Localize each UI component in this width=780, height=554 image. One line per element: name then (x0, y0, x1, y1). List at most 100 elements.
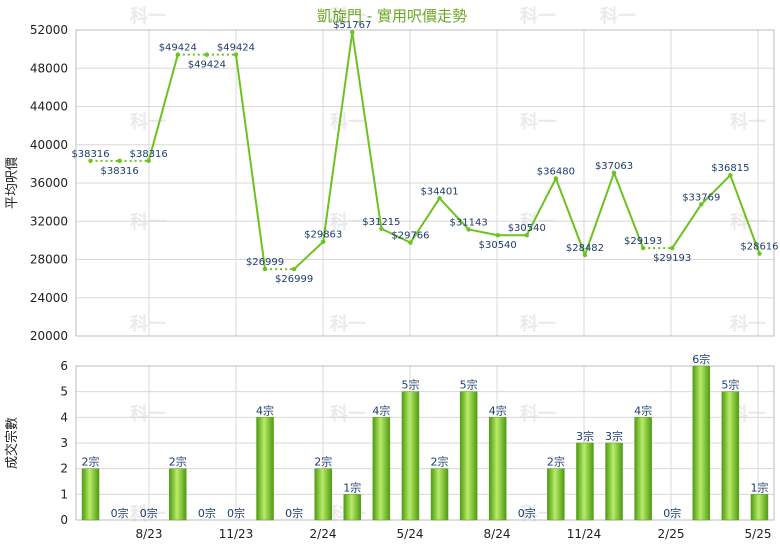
price-point (553, 176, 559, 181)
bar-data-label: 0宗 (518, 506, 536, 520)
transaction-bar (81, 468, 100, 521)
plot-frame (75, 365, 775, 521)
price-line-segment (438, 197, 470, 231)
price-data-label: $29193 (624, 236, 662, 247)
watermark-text: 科一 (330, 313, 366, 335)
bar-data-label: 4宗 (372, 403, 390, 417)
price-point (262, 266, 268, 272)
price-point (437, 196, 442, 201)
watermark-text: 科一 (730, 313, 766, 335)
price-line-segment (380, 227, 411, 244)
transaction-bar-panel: 0 1 2 3 4 5 6 成交宗數 2宗 0宗 0宗 2宗 0宗 0宗 4宗 0宗 2宗 1宗 4宗 5宗 2宗 5宗 4… (4, 352, 775, 541)
price-data-label: $49424 (188, 60, 226, 71)
y-tick-label: 20000 (30, 329, 68, 343)
y-tick-label: 40000 (30, 138, 68, 152)
transaction-bar (169, 468, 187, 521)
x-tick-label: 8/23 (136, 527, 163, 541)
transaction-bar (372, 417, 391, 521)
y-tick-label: 3 (60, 436, 68, 450)
price-point (699, 202, 704, 207)
bar-data-label: 5宗 (460, 378, 478, 392)
price-point (350, 30, 355, 35)
price-data-label: $28616 (740, 242, 778, 253)
y-tick-label: 28000 (30, 253, 68, 267)
bar-data-label: 2宗 (314, 455, 332, 469)
bar-data-label: 0宗 (227, 506, 245, 520)
transaction-bar (314, 468, 332, 521)
y-tick-label: 32000 (30, 214, 68, 228)
y-axis-label: 平均呎價 (5, 157, 20, 209)
price-line-segment (525, 177, 557, 236)
watermark-text: 科一 (600, 5, 636, 27)
transaction-bar (459, 391, 478, 521)
plot-frame (75, 29, 775, 337)
watermark-text: 科一 (330, 5, 366, 27)
price-data-label: $31215 (362, 217, 400, 228)
price-line-segment (729, 174, 761, 254)
price-point (291, 266, 297, 272)
price-data-label: $38316 (130, 149, 168, 160)
watermark-text: 科一 (520, 111, 556, 133)
bar-data-label: 1宗 (343, 480, 361, 494)
transaction-bar (605, 442, 623, 521)
price-line-segment (671, 203, 703, 249)
transaction-bar (634, 417, 652, 521)
watermark-text: 科一 (130, 313, 166, 335)
price-data-label: $26999 (246, 257, 284, 268)
price-point (524, 233, 529, 238)
price-line-segment (293, 240, 324, 270)
bar-data-label: 4宗 (489, 403, 507, 417)
price-data-label: $28482 (566, 243, 604, 254)
y-tick-label: 6 (60, 359, 68, 373)
watermark-text: 科一 (520, 5, 556, 27)
y-tick-label: 0 (60, 513, 68, 527)
y-tick-label: 5 (60, 385, 68, 399)
price-data-label: $34401 (420, 186, 458, 197)
price-data-label: $29193 (653, 253, 691, 264)
watermark-text: 科一 (130, 403, 166, 425)
price-point (611, 170, 617, 176)
price-data-label: $30540 (508, 223, 546, 234)
transaction-bar (750, 494, 769, 521)
y-tick-label: 36000 (30, 176, 68, 190)
watermark-text: 科一 (330, 211, 366, 233)
price-point (757, 251, 762, 256)
bar-data-label: 0宗 (285, 506, 303, 520)
price-point (117, 158, 122, 164)
bar-data-label: 3宗 (576, 429, 594, 443)
y-tick-label: 2 (60, 462, 68, 476)
watermark-text: 科一 (330, 111, 366, 133)
price-point (175, 52, 180, 57)
chart-title: 凱旋門 - 實用呎價走勢 (317, 7, 467, 25)
watermark-text: 科一 (520, 211, 556, 233)
price-point (233, 52, 239, 57)
price-line-segment (554, 178, 586, 256)
transaction-bar (401, 391, 420, 521)
watermark-text: 科一 (130, 5, 166, 27)
watermark-text: 科一 (330, 403, 366, 425)
price-data-label: $37063 (595, 161, 633, 172)
x-tick-label: 8/24 (484, 527, 511, 541)
x-tick-label: 2/25 (658, 527, 685, 541)
transaction-bar (692, 365, 711, 521)
price-point (379, 226, 384, 231)
price-line-segment (147, 54, 179, 162)
x-tick-label: 2/24 (310, 527, 337, 541)
price-line-segment (234, 54, 267, 270)
price-line-segment (409, 197, 441, 244)
bar-data-label: 3宗 (605, 429, 623, 443)
price-data-label: $49424 (217, 43, 255, 54)
watermark-text: 科一 (130, 211, 166, 233)
price-line-segment (351, 32, 383, 229)
price-line-segment (322, 32, 354, 242)
price-line-segment (584, 172, 615, 256)
transaction-bar (488, 417, 507, 521)
bar-data-label: 1宗 (750, 480, 768, 494)
bar-data-label: 5宗 (401, 378, 419, 392)
bar-data-label: 2宗 (431, 455, 449, 469)
price-point (146, 158, 151, 164)
bar-data-label: 4宗 (634, 403, 652, 417)
bar-data-label: 2宗 (547, 455, 565, 469)
y-tick-label: 24000 (30, 291, 68, 305)
